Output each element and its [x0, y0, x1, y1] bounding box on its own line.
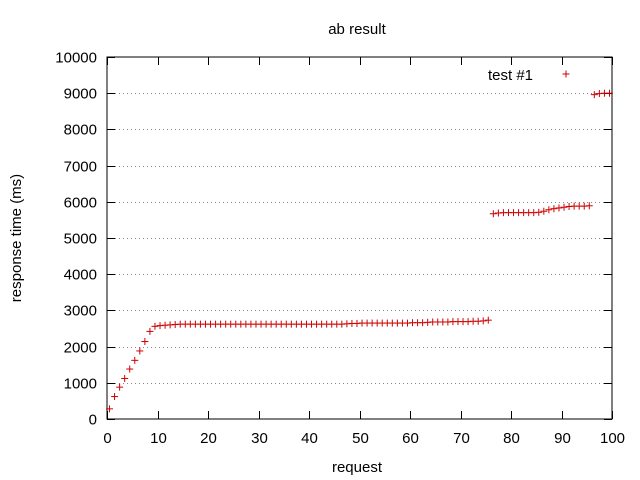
- data-point: [545, 206, 553, 214]
- grid: [107, 93, 612, 384]
- data-point: [141, 338, 149, 346]
- y-tick-label: 8000: [64, 122, 97, 139]
- data-point: [151, 322, 159, 330]
- y-tick-label: 4000: [64, 267, 97, 284]
- legend-label: test #1: [488, 67, 533, 84]
- x-tick-label: 10: [150, 430, 167, 447]
- y-tick-label: 10000: [55, 50, 97, 67]
- data-point: [605, 89, 613, 97]
- data-point: [131, 356, 139, 364]
- x-tick-label: 40: [301, 430, 318, 447]
- y-tick-label: 2000: [64, 340, 97, 357]
- data-point: [489, 210, 497, 218]
- y-axis-label: response time (ms): [8, 174, 25, 302]
- x-tick-label: 90: [554, 430, 571, 447]
- y-tick-label: 9000: [64, 86, 97, 103]
- legend: test #1: [488, 67, 570, 84]
- x-tick-label: 80: [503, 430, 520, 447]
- x-tick-label: 100: [600, 430, 625, 447]
- data-point: [111, 393, 119, 401]
- y-tick-label: 0: [89, 412, 97, 429]
- y-tick-label: 7000: [64, 159, 97, 176]
- data-point: [484, 316, 492, 324]
- data-point: [479, 317, 487, 325]
- x-axis-label: request: [332, 459, 383, 476]
- legend-marker: [562, 70, 570, 78]
- data-point: [590, 91, 598, 99]
- x-tick-label: 70: [453, 430, 470, 447]
- data-point: [106, 405, 114, 413]
- x-tick-label: 20: [200, 430, 217, 447]
- data-point: [535, 208, 543, 216]
- data-point: [560, 203, 568, 211]
- legend-marker-plus: [562, 70, 570, 78]
- chart-title: ab result: [328, 21, 386, 38]
- data-point: [121, 374, 129, 382]
- data-point: [126, 365, 134, 373]
- ticks: 0100020003000400050006000700080009000100…: [55, 50, 625, 448]
- data-point: [550, 205, 558, 213]
- data-point: [116, 383, 124, 391]
- data-point: [555, 204, 563, 212]
- data-point: [136, 347, 144, 355]
- data-point: [540, 207, 548, 215]
- x-tick-label: 0: [103, 430, 111, 447]
- data-point: [146, 327, 154, 335]
- x-tick-label: 30: [251, 430, 268, 447]
- x-tick-label: 60: [402, 430, 419, 447]
- data-points: [106, 89, 613, 413]
- y-tick-label: 1000: [64, 376, 97, 393]
- data-point: [585, 202, 593, 210]
- y-tick-label: 5000: [64, 231, 97, 248]
- x-tick-label: 50: [352, 430, 369, 447]
- y-tick-label: 6000: [64, 195, 97, 212]
- y-tick-label: 3000: [64, 303, 97, 320]
